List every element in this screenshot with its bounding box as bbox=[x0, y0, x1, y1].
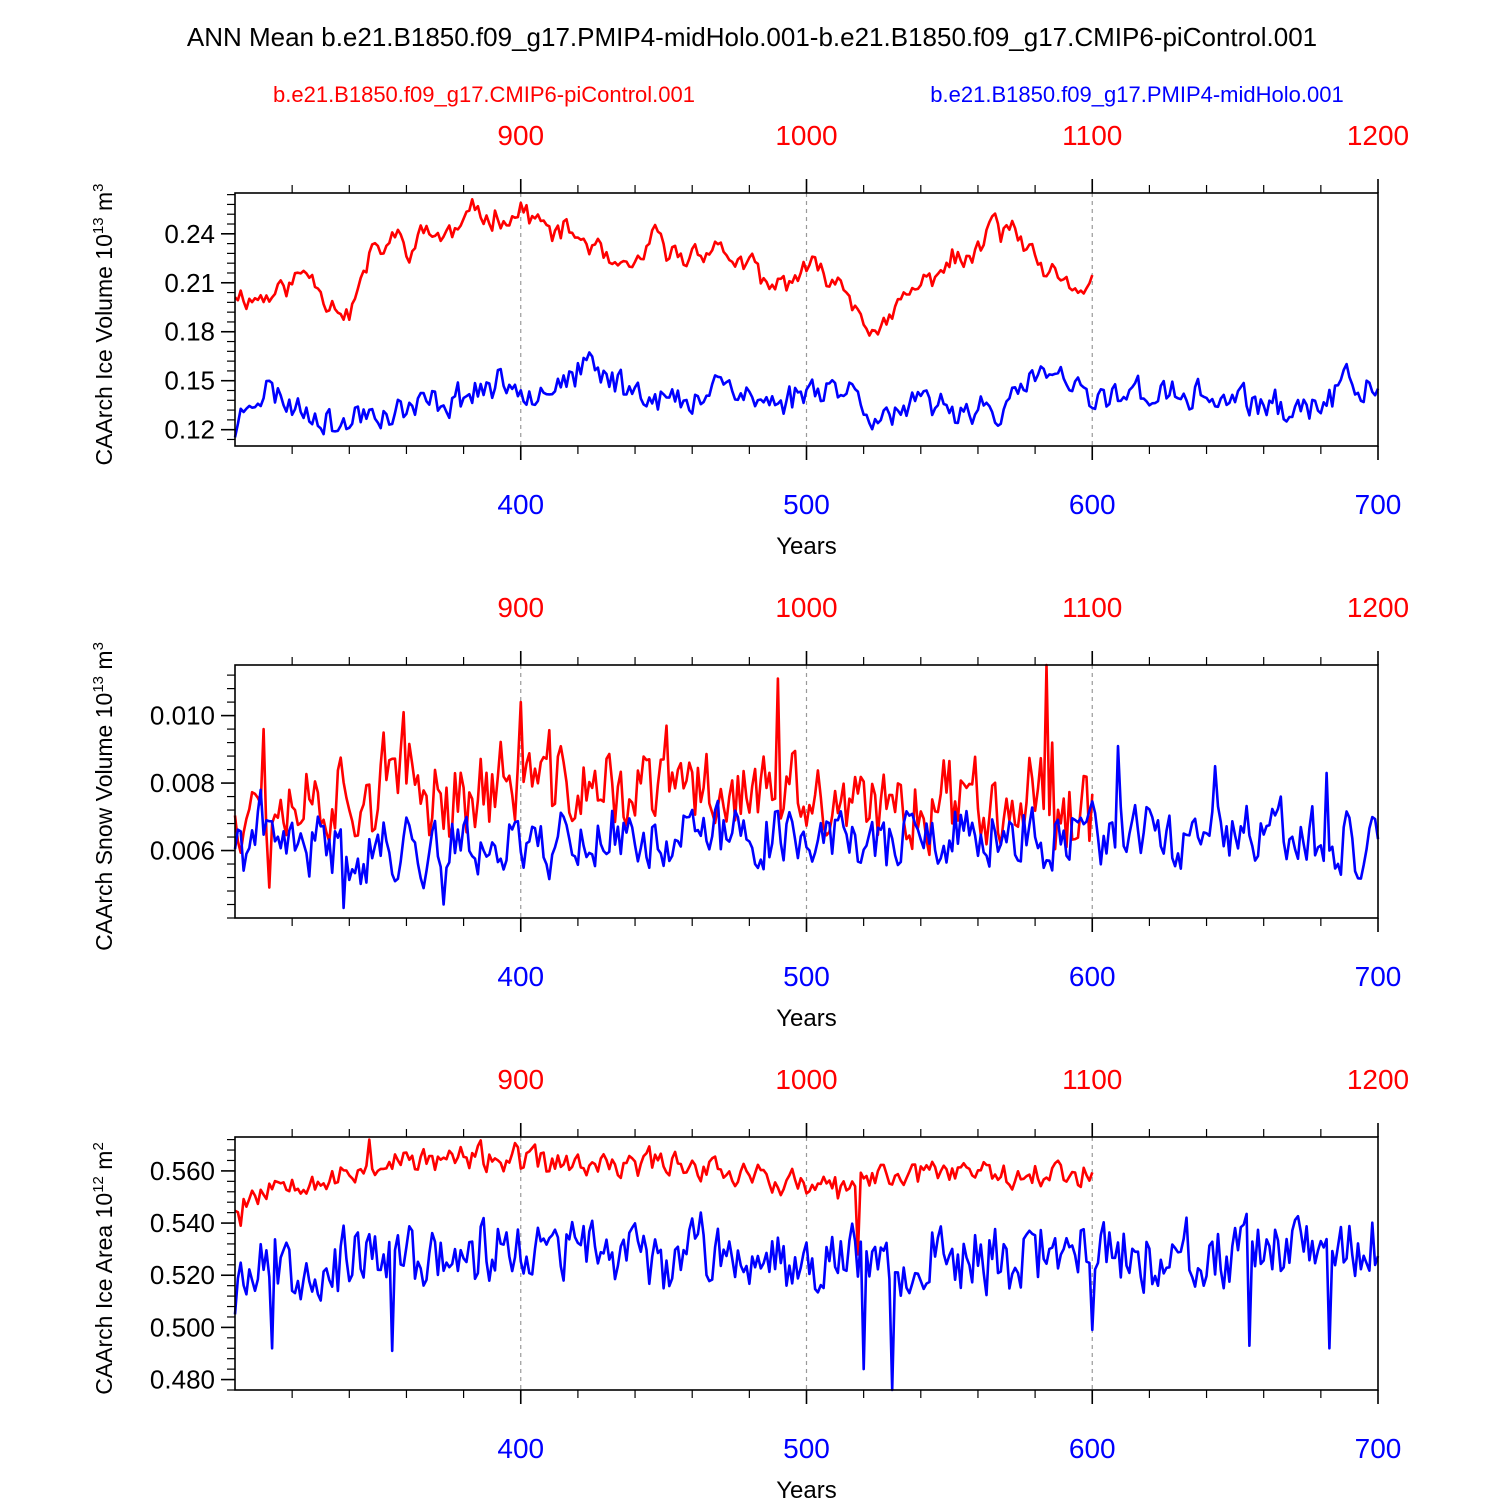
y-axis-label-superscript: 13 bbox=[90, 676, 107, 693]
y-axis-label: CAArch Ice Volume 1013 m3 bbox=[90, 184, 117, 466]
series-line-midholo bbox=[233, 351, 1380, 438]
y-axis-label-text: m bbox=[91, 650, 117, 676]
ytick-label: 0.006 bbox=[150, 836, 215, 866]
ytick-label: 0.500 bbox=[150, 1312, 215, 1342]
xtick-label: 500 bbox=[783, 489, 830, 520]
top-xtick-label: 900 bbox=[497, 1064, 544, 1095]
x-axis-label: Years bbox=[776, 1477, 837, 1500]
ytick-label: 0.12 bbox=[164, 415, 215, 445]
top-xtick-label: 1200 bbox=[1347, 1064, 1409, 1095]
panel-ice-area: 0.480 0.500 0.520 0.540 0.560 400 500 600 700 900… bbox=[90, 1064, 1409, 1500]
xtick-label: 400 bbox=[497, 489, 544, 520]
y-axis-label-superscript: 12 bbox=[90, 1176, 107, 1193]
y-axis-label-superscript: 2 bbox=[90, 1142, 107, 1150]
xtick-label: 700 bbox=[1355, 961, 1402, 992]
y-axis-label: CAArch Ice Area 1012 m2 bbox=[90, 1142, 117, 1395]
legend-picontrol-label: b.e21.B1850.f09_g17.CMIP6-piControl.001 bbox=[273, 82, 695, 107]
xtick-label: 600 bbox=[1069, 1433, 1116, 1464]
ytick-label: 0.18 bbox=[164, 317, 215, 347]
x-axis-label: Years bbox=[776, 533, 837, 560]
y-axis-label-text: m bbox=[91, 1151, 117, 1177]
ytick-label: 0.480 bbox=[150, 1365, 215, 1395]
top-xtick-label: 900 bbox=[497, 120, 544, 151]
ytick-label: 0.010 bbox=[150, 701, 215, 731]
xtick-label: 700 bbox=[1355, 1433, 1402, 1464]
ytick-label: 0.540 bbox=[150, 1208, 215, 1238]
xtick-label: 500 bbox=[783, 1433, 830, 1464]
top-xtick-label: 1000 bbox=[775, 120, 837, 151]
xtick-label: 400 bbox=[497, 961, 544, 992]
y-axis-label-superscript: 13 bbox=[90, 217, 107, 234]
xtick-label: 500 bbox=[783, 961, 830, 992]
figure-title: ANN Mean b.e21.B1850.f09_g17.PMIP4-midHo… bbox=[187, 22, 1317, 52]
series-line-picontrol bbox=[234, 1138, 1094, 1256]
xtick-label: 600 bbox=[1069, 961, 1116, 992]
y-axis-label-text: CAArch Ice Volume 10 bbox=[91, 234, 117, 465]
top-xtick-label: 1000 bbox=[775, 1064, 837, 1095]
top-xtick-label: 1200 bbox=[1347, 120, 1409, 151]
y-axis-label-text: m bbox=[91, 192, 117, 218]
xtick-label: 600 bbox=[1069, 489, 1116, 520]
xtick-label: 400 bbox=[497, 1433, 544, 1464]
ytick-label: 0.560 bbox=[150, 1156, 215, 1186]
top-xtick-label: 1100 bbox=[1062, 120, 1122, 151]
ytick-label: 0.21 bbox=[164, 268, 215, 298]
series-line-midholo bbox=[233, 1211, 1380, 1392]
x-axis-label: Years bbox=[776, 1005, 837, 1032]
panel-ice-volume: 0.12 0.15 0.18 0.21 0.24 400 500 600 700 900 1000 1… bbox=[90, 120, 1409, 560]
top-xtick-label: 1100 bbox=[1062, 1064, 1122, 1095]
xtick-label: 700 bbox=[1355, 489, 1402, 520]
y-axis-label-superscript: 3 bbox=[90, 184, 107, 192]
top-xtick-label: 900 bbox=[497, 592, 544, 623]
y-axis-label-text: CAArch Snow Volume 10 bbox=[91, 693, 117, 951]
legend-midholo-label: b.e21.B1850.f09_g17.PMIP4-midHolo.001 bbox=[930, 82, 1343, 107]
ytick-label: 0.520 bbox=[150, 1260, 215, 1290]
top-xtick-label: 1100 bbox=[1062, 592, 1122, 623]
y-axis-label: CAArch Snow Volume 1013 m3 bbox=[90, 642, 117, 951]
ytick-label: 0.15 bbox=[164, 366, 215, 396]
ytick-label: 0.24 bbox=[164, 219, 215, 249]
top-xtick-label: 1000 bbox=[775, 592, 837, 623]
series-line-picontrol bbox=[234, 198, 1094, 337]
y-axis-label-text: CAArch Ice Area 10 bbox=[91, 1193, 117, 1395]
panel-snow-volume: 0.006 0.008 0.010 400 500 600 700 900 1000 1100 12… bbox=[90, 592, 1409, 1032]
series-line-picontrol bbox=[233, 663, 1094, 889]
ytick-label: 0.008 bbox=[150, 768, 215, 798]
series-line-midholo bbox=[233, 744, 1380, 910]
y-axis-label-superscript: 3 bbox=[90, 642, 107, 650]
top-xtick-label: 1200 bbox=[1347, 592, 1409, 623]
